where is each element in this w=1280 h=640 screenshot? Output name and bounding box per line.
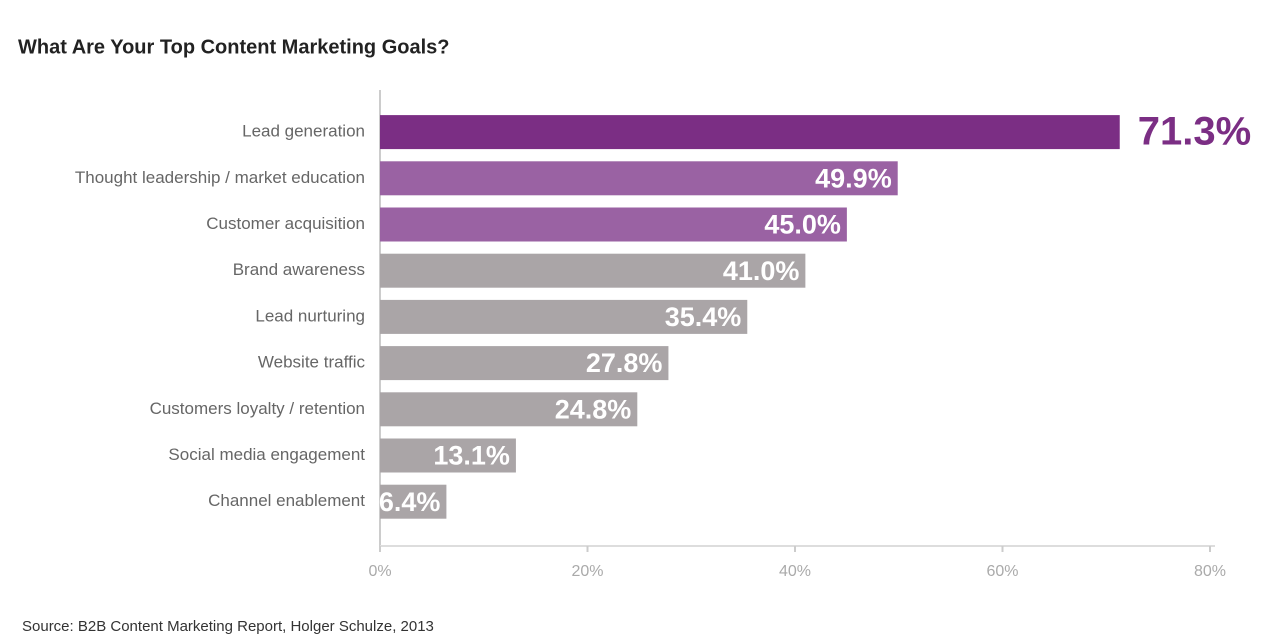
category-label: Lead generation xyxy=(242,122,365,141)
chart-title: What Are Your Top Content Marketing Goal… xyxy=(18,36,450,58)
bar xyxy=(380,346,669,381)
category-label: Channel enablement xyxy=(208,491,365,510)
bar xyxy=(380,484,447,519)
value-label: 71.3% xyxy=(1138,110,1251,154)
value-label: 13.1% xyxy=(433,441,510,471)
category-label: Customer acquisition xyxy=(206,214,365,233)
category-label: Social media engagement xyxy=(168,445,365,464)
value-label: 45.0% xyxy=(764,210,841,240)
value-label: 24.8% xyxy=(555,394,632,424)
bar xyxy=(380,299,748,334)
value-label: 27.8% xyxy=(586,348,663,378)
category-label: Website traffic xyxy=(258,353,366,372)
x-tick-label: 40% xyxy=(779,563,811,580)
value-label: 35.4% xyxy=(665,302,742,332)
x-tick-label: 20% xyxy=(571,563,603,580)
bar xyxy=(380,253,806,288)
category-label: Customers loyalty / retention xyxy=(150,399,365,418)
value-label: 49.9% xyxy=(815,163,892,193)
category-label: Brand awareness xyxy=(233,260,365,279)
bar xyxy=(380,115,1120,150)
bar xyxy=(380,161,898,196)
bar xyxy=(380,207,847,242)
bar xyxy=(380,392,638,427)
bar xyxy=(380,438,516,473)
x-tick-label: 0% xyxy=(368,563,391,580)
x-tick-label: 60% xyxy=(986,563,1018,580)
value-label: 41.0% xyxy=(723,256,800,286)
source-note: Source: B2B Content Marketing Report, Ho… xyxy=(22,618,434,635)
x-tick-label: 80% xyxy=(1194,563,1226,580)
category-label: Thought leadership / market education xyxy=(75,168,365,187)
value-label: 6.4% xyxy=(379,487,441,517)
category-label: Lead nurturing xyxy=(255,306,365,325)
